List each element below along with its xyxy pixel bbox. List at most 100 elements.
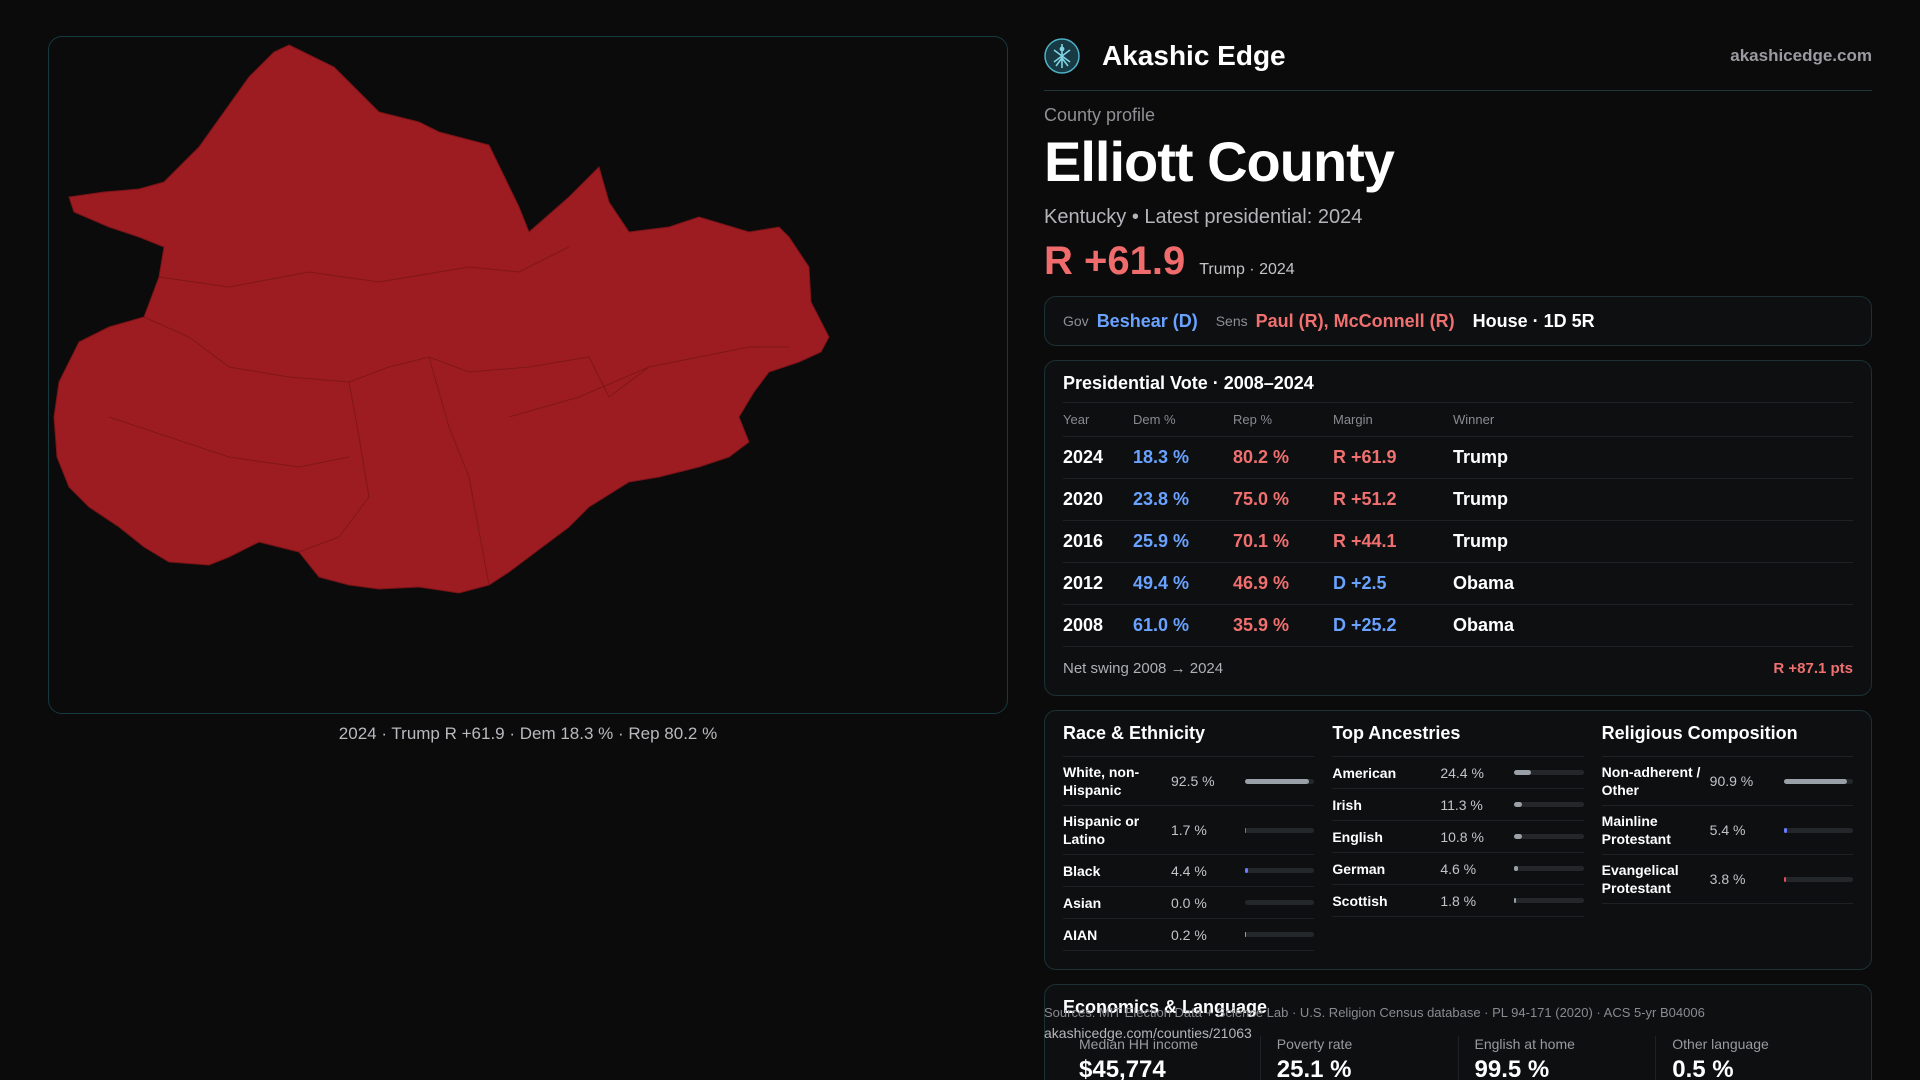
econ-stat-value: 0.5 % <box>1672 1056 1734 1080</box>
religion-label: Evangelical Protestant <box>1601 862 1679 896</box>
county-shape[interactable] <box>53 44 830 594</box>
page-title: Elliott County <box>1044 130 1395 193</box>
col-dem: Dem % <box>1133 412 1176 427</box>
vote-cell-rep: 75.0 % <box>1233 489 1290 509</box>
ancestry-label: Scottish <box>1332 892 1388 909</box>
akashic-edge-logo-icon[interactable] <box>1044 38 1080 74</box>
race-bar <box>1245 778 1315 784</box>
race-label: Black <box>1063 862 1101 879</box>
ancestry-list: American 24.4 % Irish 11.3 % English 10.8 % Ge… <box>1332 757 1584 917</box>
race-row: Black 4.4 % <box>1063 855 1315 887</box>
vote-cell-winner: Trump <box>1453 531 1509 551</box>
margin-summary: R +61.9 Trump · 2024 <box>1044 239 1872 284</box>
vote-cell-winner: Trump <box>1453 489 1509 509</box>
race-label: Hispanic or Latino <box>1063 813 1140 847</box>
map-caption: 2024 · Trump R +61.9 · Dem 18.3 % · Rep … <box>338 724 718 743</box>
econ-stats: Median HH income $45,774 Poverty rate 25.1 … <box>1063 1036 1853 1080</box>
ancestry-bar <box>1514 898 1584 903</box>
county-map[interactable] <box>49 37 1008 714</box>
ancestry-bar <box>1514 802 1584 807</box>
demographics-card: Race & Ethnicity White, non-Hispanic 92.5… <box>1044 710 1872 970</box>
vote-cell-rep: 70.1 % <box>1233 531 1290 551</box>
margin-note: Trump · 2024 <box>1199 261 1295 278</box>
race-value: 92.5 % <box>1171 773 1215 789</box>
vote-row: 2012 49.4 % 46.9 % D +2.5 Obama <box>1063 563 1853 605</box>
brand-name[interactable]: Akashic Edge <box>1102 40 1286 71</box>
econ-stat-label: Median HH income <box>1079 1036 1199 1052</box>
ancestry-value: 11.3 % <box>1440 796 1483 813</box>
vote-cell-margin: D +25.2 <box>1333 615 1397 635</box>
precinct-lines <box>108 246 789 586</box>
religion-row: Mainline Protestant 5.4 % <box>1601 806 1853 855</box>
religion-row: Evangelical Protestant 3.8 % <box>1601 855 1853 904</box>
col-year: Year <box>1063 412 1090 427</box>
gov-label: Gov <box>1063 313 1089 329</box>
econ-stat: English at home 99.5 % <box>1457 1036 1656 1080</box>
vote-cell-year: 2008 <box>1063 615 1104 635</box>
vote-cell-dem: 18.3 % <box>1133 447 1190 467</box>
ancestry-row: Irish 11.3 % <box>1332 789 1584 821</box>
margin-value: R +61.9 <box>1044 239 1186 283</box>
religion-bar <box>1783 827 1853 833</box>
vote-cell-margin: R +61.9 <box>1333 447 1397 467</box>
brand-url[interactable]: akashicedge.com <box>1730 46 1872 65</box>
county-subtitle: Kentucky • Latest presidential: 2024 <box>1044 206 1363 228</box>
econ-stat-value: 25.1 % <box>1276 1056 1352 1080</box>
religion-value: 90.9 % <box>1709 773 1754 789</box>
ancestry-bar <box>1514 866 1584 871</box>
religion-bar-fill <box>1783 827 1788 833</box>
religion-list: Non-adherent / Other 90.9 % Mainline Prote… <box>1601 757 1853 904</box>
race-ethnicity-section: Race & Ethnicity White, non-Hispanic 92.5… <box>1063 723 1315 969</box>
vote-cell-margin: R +44.1 <box>1333 531 1397 551</box>
vote-cell-winner: Obama <box>1453 573 1515 593</box>
ancestry-row: American 24.4 % <box>1332 757 1584 789</box>
vote-row: 2008 61.0 % 35.9 % D +25.2 Obama <box>1063 605 1853 647</box>
profile-column: Akashic Edge akashicedge.com County prof… <box>1044 36 1872 1080</box>
race-row: Asian 0.0 % <box>1063 887 1315 919</box>
race-value: 1.7 % <box>1171 822 1207 838</box>
officials-card: Gov Beshear (D) Sens Paul (R), McConnell… <box>1044 296 1872 346</box>
vote-cell-margin: D +2.5 <box>1333 573 1387 593</box>
religion-label: Mainline Protestant <box>1601 813 1671 847</box>
vote-cell-margin: R +51.2 <box>1333 489 1397 509</box>
race-bar <box>1245 900 1315 905</box>
race-bar <box>1245 827 1315 833</box>
race-bar-fill <box>1245 932 1247 937</box>
religion-bar-fill <box>1783 778 1847 784</box>
econ-stat: Poverty rate 25.1 % <box>1259 1036 1458 1080</box>
religion-bar-fill <box>1783 876 1787 882</box>
race-bar-fill <box>1245 778 1310 784</box>
vote-cell-rep: 80.2 % <box>1233 447 1290 467</box>
vote-cell-rep: 46.9 % <box>1233 573 1290 593</box>
race-row: White, non-Hispanic 92.5 % <box>1063 757 1315 806</box>
econ-stat-label: Poverty rate <box>1276 1036 1353 1052</box>
religion-title: Religious Composition <box>1601 723 1853 757</box>
econ-title: Economics & Language <box>1063 997 1268 1017</box>
swing-value: R +87.1 pts <box>1773 659 1853 677</box>
ancestry-row: English 10.8 % <box>1332 821 1584 853</box>
ancestry-label: English <box>1332 828 1383 845</box>
ancestries-section: Top Ancestries American 24.4 % Irish 11.3 %… <box>1332 723 1584 969</box>
race-label: Asian <box>1063 894 1102 911</box>
source-url[interactable]: akashicedge.com/counties/21063 <box>1044 1025 1252 1041</box>
ancestry-label: German <box>1332 860 1386 877</box>
net-swing-row: Net swing 2008 → 2024 R +87.1 pts <box>1063 647 1853 689</box>
ancestry-bar-fill <box>1514 898 1516 903</box>
race-title: Race & Ethnicity <box>1063 723 1315 757</box>
religion-bar <box>1783 778 1853 784</box>
vote-cell-dem: 61.0 % <box>1133 615 1190 635</box>
source-note: Sources: MIT Election Data + Science Lab… <box>1044 1005 1705 1020</box>
race-label: AIAN <box>1063 926 1098 943</box>
econ-stat-label: Other language <box>1672 1036 1769 1052</box>
vote-cell-rep: 35.9 % <box>1233 615 1290 635</box>
ancestry-value: 4.6 % <box>1440 860 1477 877</box>
ancestry-value: 24.4 % <box>1440 764 1484 781</box>
race-value: 0.0 % <box>1171 894 1207 911</box>
ancestry-value: 10.8 % <box>1440 828 1484 845</box>
econ-stat: Other language 0.5 % <box>1655 1036 1853 1080</box>
race-value: 4.4 % <box>1171 862 1207 879</box>
ancestry-bar-fill <box>1514 770 1532 775</box>
governor-value: Beshear (D) <box>1096 310 1198 331</box>
senators-value: Paul (R), McConnell (R) <box>1255 310 1455 331</box>
presidential-vote-card: Presidential Vote · 2008–2024 Year Dem %… <box>1044 360 1872 696</box>
